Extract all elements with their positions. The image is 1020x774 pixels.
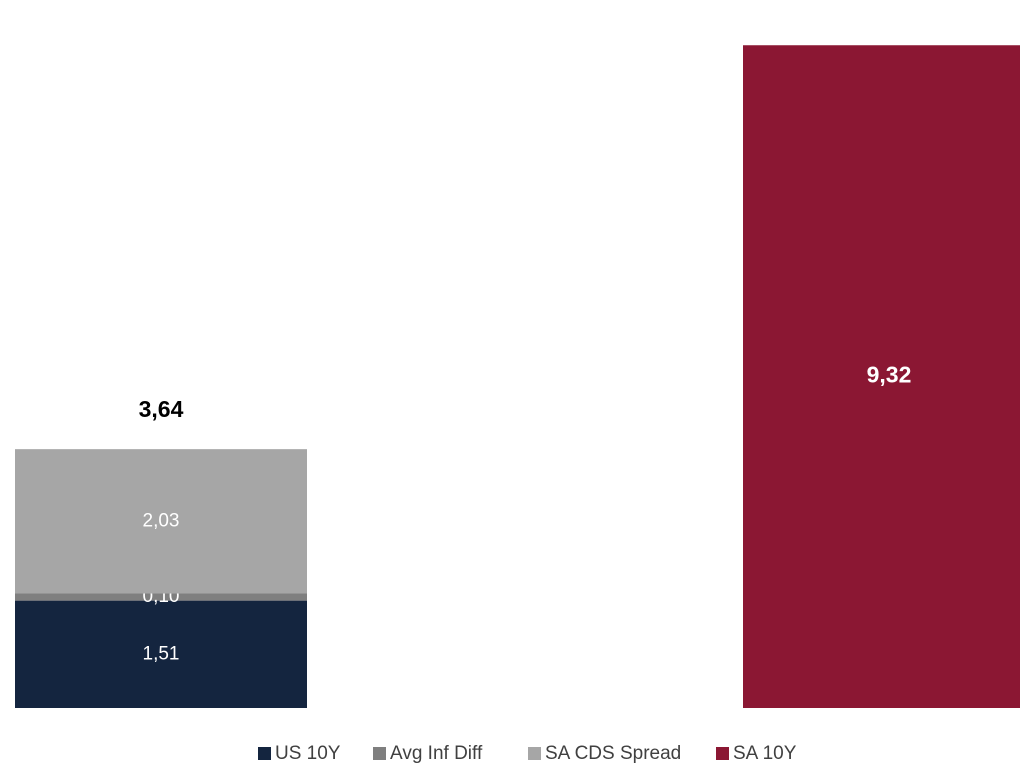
legend-swatch [716, 747, 729, 760]
legend-swatch [258, 747, 271, 760]
legend-label: SA 10Y [733, 743, 797, 764]
legend-label: Avg Inf Diff [390, 743, 483, 764]
legend-item: SA CDS Spread [528, 743, 681, 764]
data-label: 9,32 [867, 362, 912, 388]
data-label: 1,51 [143, 643, 180, 664]
bar-segment-sa-cds-spread [15, 449, 307, 594]
plot-area: 1,510,102,033,649,32 [15, 45, 1020, 708]
legend-item: SA 10Y [716, 743, 797, 764]
bar-segment-avg-inf-diff [15, 593, 307, 601]
legend-swatch [528, 747, 541, 760]
legend-swatch [373, 747, 386, 760]
legend-item: Avg Inf Diff [373, 743, 483, 764]
bar-segment-us-10y [15, 600, 307, 708]
total-label: 3,64 [139, 396, 184, 422]
legend-item: US 10Y [258, 743, 341, 764]
legend-label: SA CDS Spread [545, 743, 681, 764]
bar-segment-sa-10y [743, 45, 1020, 708]
data-label: 2,03 [143, 510, 180, 531]
legend-label: US 10Y [275, 743, 341, 764]
legend: US 10Y Avg Inf Diff SA CDS Spread SA 10Y [258, 743, 797, 764]
